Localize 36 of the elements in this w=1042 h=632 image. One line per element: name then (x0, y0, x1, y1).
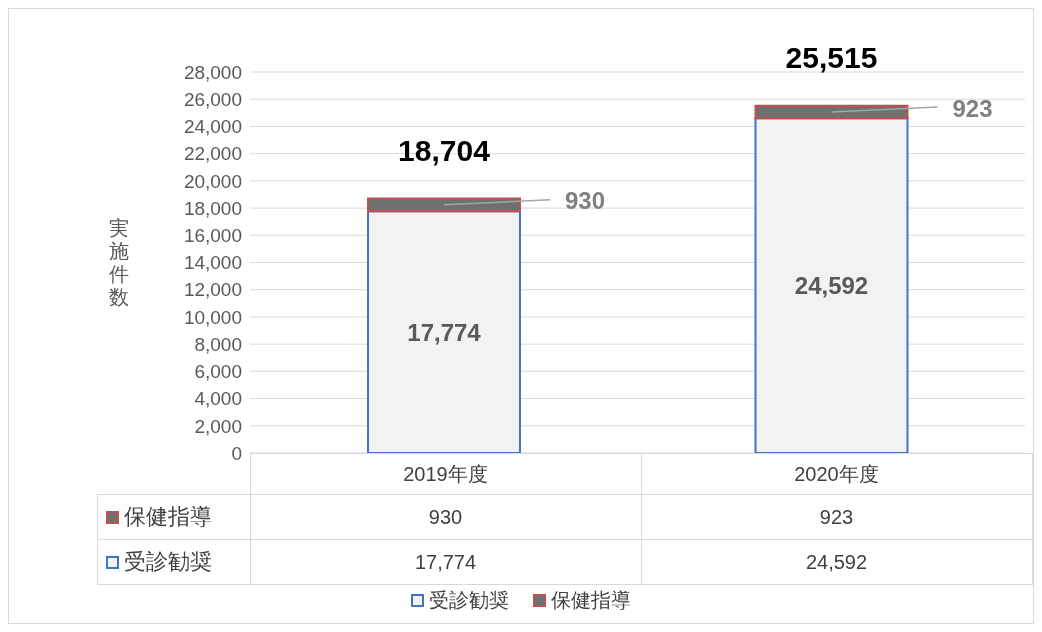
y-tick-label: 2,000 (194, 415, 242, 437)
text: 保健指導 (551, 589, 631, 611)
y-tick-label: 8,000 (194, 333, 242, 355)
x-tick-label: 2019年度 (250, 453, 641, 495)
text: 17,774 (407, 318, 481, 346)
y-tick-label: 18,000 (183, 197, 242, 219)
y-tick-label: 16,000 (183, 225, 242, 247)
x-tick-label: 2020年度 (641, 453, 1032, 495)
data-label: 24,592 (641, 539, 1032, 585)
y-tick-label: 0 (231, 442, 242, 464)
y-tick-label: 10,000 (183, 306, 242, 328)
bar (367, 210, 521, 453)
y-tick-label: 20,000 (183, 170, 242, 192)
bar (754, 117, 909, 453)
y-tick-label: 4,000 (194, 388, 242, 410)
total-label: 25,515 (785, 41, 878, 75)
y-tick-label: 24,000 (183, 116, 242, 138)
legend-label: 保健指導 (97, 494, 250, 540)
y-tick-label: 22,000 (183, 143, 242, 165)
data-label: 923 (641, 494, 1032, 540)
text: 24,592 (794, 272, 869, 300)
y-tick-label: 26,000 (183, 88, 242, 110)
text: 930 (565, 187, 606, 215)
y-axis-title: 実施件数 (108, 217, 130, 309)
total-label: 18,704 (398, 133, 491, 167)
y-tick-label: 28,000 (183, 61, 242, 83)
data-label: 930 (250, 494, 641, 540)
text: 923 (952, 94, 993, 122)
legend-label: 受診勧奨 (428, 588, 509, 613)
data-label: 17,774 (250, 539, 641, 585)
y-tick-label: 6,000 (194, 361, 242, 383)
y-tick-label: 14,000 (183, 252, 242, 274)
bar (754, 104, 909, 120)
bar (367, 197, 521, 213)
y-tick-label: 12,000 (183, 279, 242, 301)
text: 受診勧奨 (124, 549, 212, 574)
